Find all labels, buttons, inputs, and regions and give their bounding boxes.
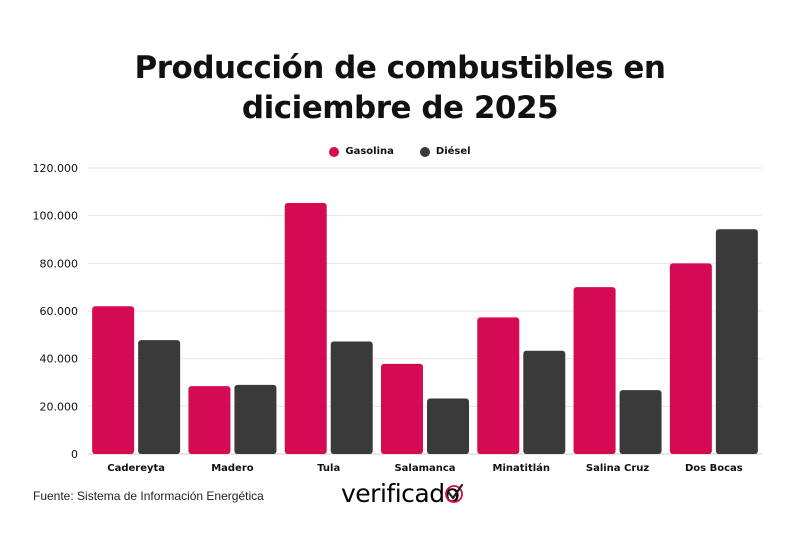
legend-item-diesel: Diésel bbox=[419, 146, 471, 157]
legend-item-gasolina: Gasolina bbox=[329, 146, 394, 157]
x-tick-label: Cadereyta bbox=[107, 463, 165, 474]
bar-gasolina bbox=[188, 386, 231, 454]
logo-wordmark: verificado bbox=[341, 479, 459, 508]
chart-title: Producción de combustibles en diciembre … bbox=[0, 48, 800, 128]
bar-diesel bbox=[330, 341, 373, 454]
y-tick-label: 20.000 bbox=[40, 400, 79, 413]
x-tick-label: Salamanca bbox=[394, 463, 455, 474]
logo-graphic: verificado bbox=[341, 479, 464, 508]
x-tick-label: Dos Bocas bbox=[685, 463, 743, 474]
bar-gasolina bbox=[477, 317, 520, 454]
bar-diesel bbox=[138, 340, 181, 454]
y-tick-label: 40.000 bbox=[40, 353, 79, 366]
legend-label-gasolina: Gasolina bbox=[345, 146, 394, 157]
y-tick-label: 100.000 bbox=[33, 210, 79, 223]
legend-swatch-gasolina bbox=[329, 146, 340, 157]
bar-gasolina bbox=[284, 203, 327, 454]
chart-title-line-1: Producción de combustibles en bbox=[134, 50, 666, 86]
legend-swatch-diesel bbox=[419, 146, 430, 157]
x-tick-label: Madero bbox=[211, 463, 254, 474]
y-tick-label: 0 bbox=[71, 448, 78, 461]
legend: Gasolina Diésel bbox=[0, 146, 800, 157]
legend-label-diesel: Diésel bbox=[435, 146, 471, 157]
source-note: Fuente: Sistema de Información Energétic… bbox=[33, 489, 264, 503]
bar-diesel bbox=[427, 398, 469, 454]
x-tick-label: Minatitlán bbox=[493, 462, 551, 474]
chart-title-line-2: diciembre de 2025 bbox=[241, 90, 559, 126]
logo-check-circle-icon bbox=[445, 485, 463, 503]
bar-gasolina bbox=[381, 363, 423, 454]
x-tick-label: Tula bbox=[317, 463, 340, 474]
bar-gasolina bbox=[573, 287, 616, 454]
bar-diesel bbox=[619, 390, 662, 454]
bar-gasolina bbox=[669, 263, 712, 454]
verificado-logo: verificado bbox=[338, 477, 468, 511]
y-tick-label: 120.000 bbox=[33, 162, 79, 175]
bar-diesel bbox=[523, 350, 566, 454]
logo-checkmark-icon bbox=[447, 483, 464, 500]
bar-diesel bbox=[234, 384, 277, 454]
bar-gasolina bbox=[92, 306, 135, 454]
y-tick-label: 80.000 bbox=[40, 257, 79, 270]
bar-diesel bbox=[715, 229, 758, 454]
y-tick-label: 60.000 bbox=[40, 305, 79, 318]
x-tick-label: Salina Cruz bbox=[586, 463, 650, 474]
